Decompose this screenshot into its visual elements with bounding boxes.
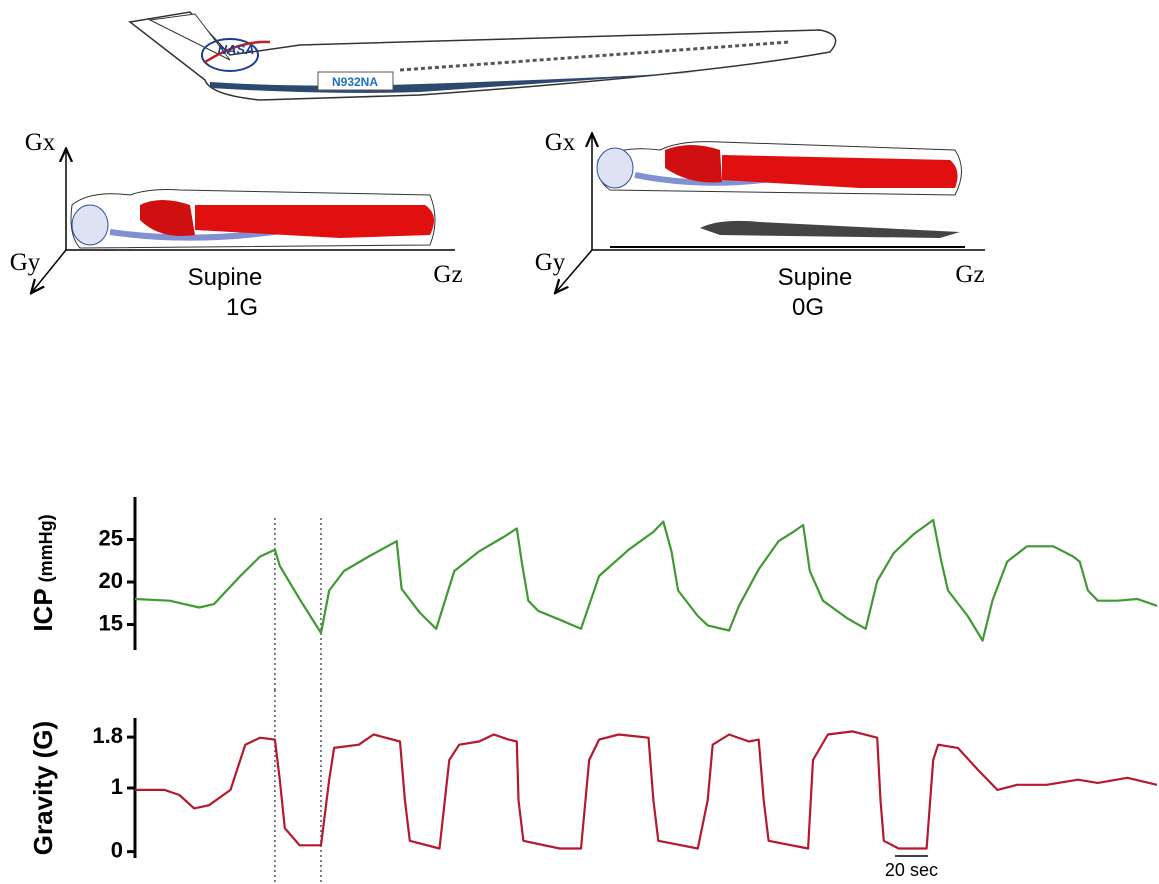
scale-bar-label: 20 sec bbox=[885, 860, 938, 880]
axis-name: Gx bbox=[25, 129, 56, 156]
posture: Supine bbox=[778, 264, 853, 291]
aircraft-label: N932NA bbox=[332, 75, 378, 89]
axis-name: Gz bbox=[433, 261, 462, 288]
axis-name: Gz bbox=[955, 261, 984, 288]
panel-1g: Gx Gy Gz Supine 1G bbox=[10, 129, 463, 321]
axis-name: Gx bbox=[545, 129, 576, 156]
y-tick-label: 15 bbox=[99, 610, 123, 635]
y-tick-label: 1 bbox=[111, 774, 123, 799]
panel-0g: Gx Gy Gz Supine 0G bbox=[535, 129, 985, 321]
y-axis-title: Gravity (G) bbox=[28, 721, 58, 855]
posture: Supine bbox=[188, 264, 263, 291]
y-tick-label: 0 bbox=[111, 837, 123, 862]
y-axis-title-main: Gravity (G) bbox=[28, 721, 58, 855]
series-line bbox=[135, 730, 1158, 850]
y-tick-label: 25 bbox=[99, 525, 123, 550]
y-axis-title-unit: (mmHg) bbox=[36, 514, 56, 582]
y-tick-label: 20 bbox=[99, 568, 123, 593]
y-axis-title: ICP (mmHg) bbox=[28, 514, 58, 631]
y-tick-label: 1.8 bbox=[92, 723, 123, 748]
aircraft: NASA N932NA bbox=[128, 11, 837, 101]
logo-text: NASA bbox=[218, 42, 255, 57]
gravity-level: 0G bbox=[792, 294, 824, 321]
gravity-level: 1G bbox=[226, 294, 258, 321]
y-axis-title-main: ICP bbox=[28, 588, 58, 631]
axis-name: Gy bbox=[10, 249, 41, 276]
series-line bbox=[134, 518, 1158, 642]
axis-name: Gy bbox=[535, 249, 566, 276]
